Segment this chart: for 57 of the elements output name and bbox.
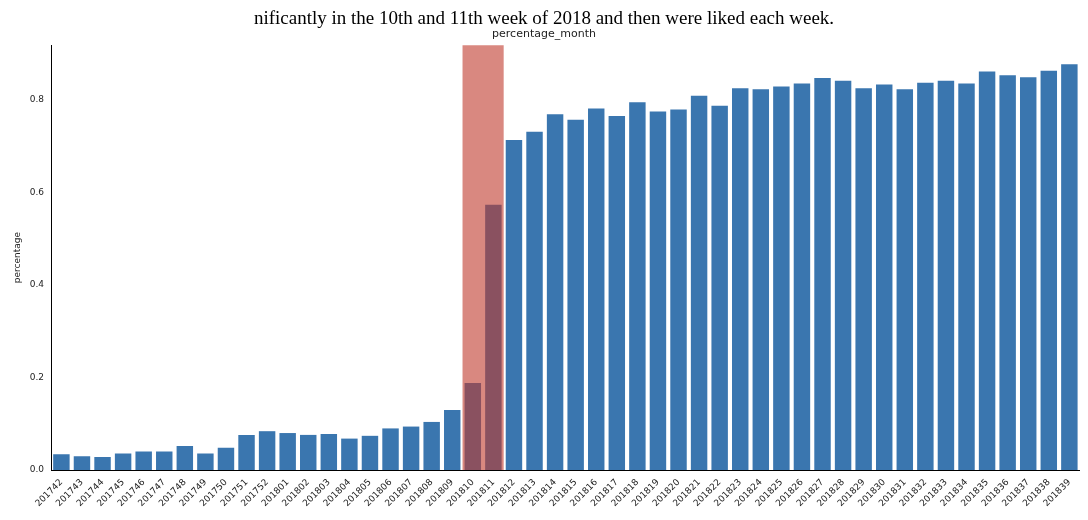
bar [855,88,872,471]
bar [402,426,420,471]
bar [1040,70,1058,471]
y-axis-title: percentage [11,231,22,284]
bar [135,451,152,471]
bar [1061,64,1078,471]
bar [258,431,276,471]
bar [382,428,399,471]
y-tick-label: 0.0 [29,464,45,475]
bar [690,95,708,471]
bar [793,83,811,471]
bar [300,434,317,471]
text: nificantly in the 10th and 11th week of 2018 and then were liked each week. [252,7,836,28]
bar [320,433,338,471]
bar [1019,77,1037,471]
bar [629,102,646,471]
bar [814,78,831,471]
y-tick-label: 0.8 [29,94,45,105]
bar [197,453,214,471]
bar [711,105,728,471]
bar [444,409,461,471]
bar [53,454,70,471]
bar [608,116,626,471]
bar [732,88,749,471]
bar [999,75,1016,471]
bar [279,433,296,471]
bar [423,421,440,471]
bar [341,438,358,471]
bar [876,84,893,471]
bar [588,108,605,471]
bar [485,204,502,471]
bar [958,83,975,471]
bar [526,131,543,471]
bar [176,446,194,471]
bar [773,86,790,471]
bar [649,111,667,471]
bar [834,80,852,471]
bar [752,89,770,471]
bar [114,453,132,471]
bar [978,71,996,471]
bar [238,434,255,471]
bar [361,435,379,471]
bar [917,82,934,471]
bar [217,447,235,471]
y-tick-label: 0.2 [29,371,45,382]
bar [156,451,173,471]
bar [896,89,914,471]
bar [670,109,687,471]
bar [567,119,584,471]
bar [937,80,955,471]
bar [73,456,91,471]
bar [546,114,564,471]
y-tick-label: 0.4 [29,279,45,290]
bar [94,457,111,471]
y-tick-label: 0.6 [29,186,45,197]
chart-title: percentage_month [492,27,596,41]
bar [464,383,482,471]
